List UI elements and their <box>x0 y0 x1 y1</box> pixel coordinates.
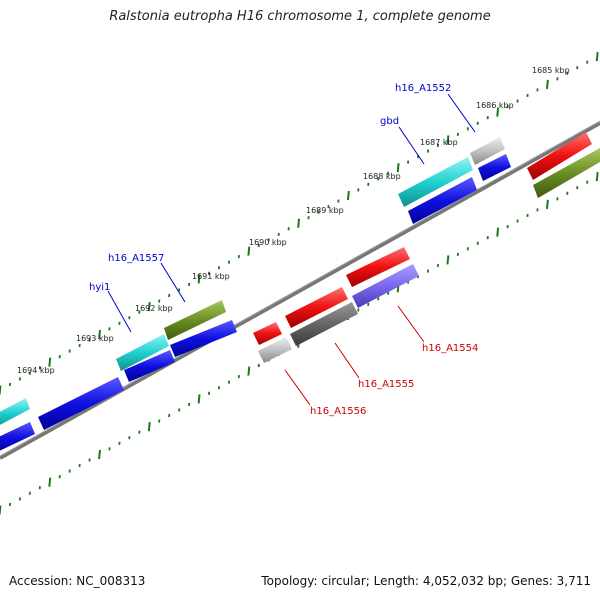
major-scale-tick <box>48 357 52 367</box>
major-scale-tick <box>546 79 549 89</box>
forward-leader-lines <box>107 93 476 333</box>
tick-label-1694: 1694 kbp <box>17 366 55 375</box>
major-scale-tick <box>396 163 400 173</box>
major-scale-tick <box>546 199 549 209</box>
tick-label-1691: 1691 kbp <box>192 272 230 281</box>
gene-reverse-purple[interactable] <box>352 264 419 308</box>
gene-forward-cyan-hyi1[interactable] <box>116 334 169 371</box>
gene-label-gbd[interactable]: gbd <box>380 116 399 127</box>
gene-label-h16_A1554[interactable]: h16_A1554 <box>422 343 478 354</box>
major-scale-tick <box>595 51 599 62</box>
gene-forward-cyan-left[interactable] <box>0 398 30 428</box>
chromosome-backbone <box>0 121 600 460</box>
gene-reverse-red-small[interactable] <box>253 322 282 345</box>
major-scale-tick <box>496 107 500 117</box>
gene-label-hyi1[interactable]: hyi1 <box>89 282 110 293</box>
tick-label-1689: 1689 kbp <box>306 206 344 215</box>
major-scale-tick <box>247 246 251 256</box>
gene-label-h16_A1557[interactable]: h16_A1557 <box>108 253 164 264</box>
gene-forward-blue-left[interactable] <box>0 422 35 453</box>
major-scale-tick <box>595 171 599 182</box>
tick-label-1690: 1690 kbp <box>249 238 287 247</box>
gene-label-h16_A1556[interactable]: h16_A1556 <box>310 406 366 417</box>
gene-forward-cyan-gbd[interactable] <box>398 157 473 207</box>
gene-forward-blue-1[interactable] <box>38 377 124 430</box>
major-scale-tick <box>98 449 101 460</box>
major-scale-tick <box>98 329 101 340</box>
tick-label-1687: 1687 kbp <box>420 138 458 147</box>
gene-forward-gray-h16_A1552[interactable] <box>470 137 505 165</box>
major-scale-tick <box>197 274 201 284</box>
gene-forward-olive-right[interactable] <box>533 148 600 198</box>
major-scale-tick <box>147 302 151 312</box>
tick-label-1692: 1692 kbp <box>135 304 173 313</box>
major-scale-tick <box>197 394 201 404</box>
major-scale-tick <box>147 422 151 432</box>
gene-label-h16_A1552[interactable]: h16_A1552 <box>395 83 451 94</box>
gene-forward-olive-h16_A1557[interactable] <box>164 300 226 340</box>
gene-reverse-red-h16_A1554[interactable] <box>346 247 410 287</box>
genome-title: Ralstonia eutropha H16 chromosome 1, com… <box>109 9 491 24</box>
major-scale-tick <box>496 227 500 237</box>
outer-scale-track <box>0 51 599 395</box>
major-scale-tick <box>446 255 450 265</box>
gene-forward-red-right[interactable] <box>527 132 592 180</box>
gene-forward-blue-3[interactable] <box>170 320 237 357</box>
accession-label: Accession: NC_008313 <box>9 574 146 588</box>
tick-label-1685: 1685 kbp <box>532 66 570 75</box>
major-scale-tick <box>446 135 450 145</box>
tick-label-1693: 1693 kbp <box>76 334 114 343</box>
gene-forward-blue-4[interactable] <box>408 177 477 224</box>
major-scale-tick <box>247 366 251 376</box>
genome-summary: Topology: circular; Length: 4,052,032 bp… <box>261 574 591 588</box>
major-scale-tick <box>346 190 350 201</box>
gene-forward-blue-5[interactable] <box>478 154 511 181</box>
gene-label-h16_A1555[interactable]: h16_A1555 <box>358 379 414 390</box>
gene-reverse-red-2[interactable] <box>285 287 348 328</box>
major-scale-tick <box>48 477 52 487</box>
tick-label-1686: 1686 kbp <box>476 101 514 110</box>
gene-reverse-gray-h16_A1555[interactable] <box>290 302 358 346</box>
gene-forward-blue-2[interactable] <box>124 350 175 382</box>
gene-reverse-gray-h16_A1556[interactable] <box>258 337 292 363</box>
tick-label-1688: 1688 kbp <box>363 172 401 181</box>
major-scale-tick <box>297 218 301 228</box>
reverse-leader-lines <box>284 305 425 406</box>
